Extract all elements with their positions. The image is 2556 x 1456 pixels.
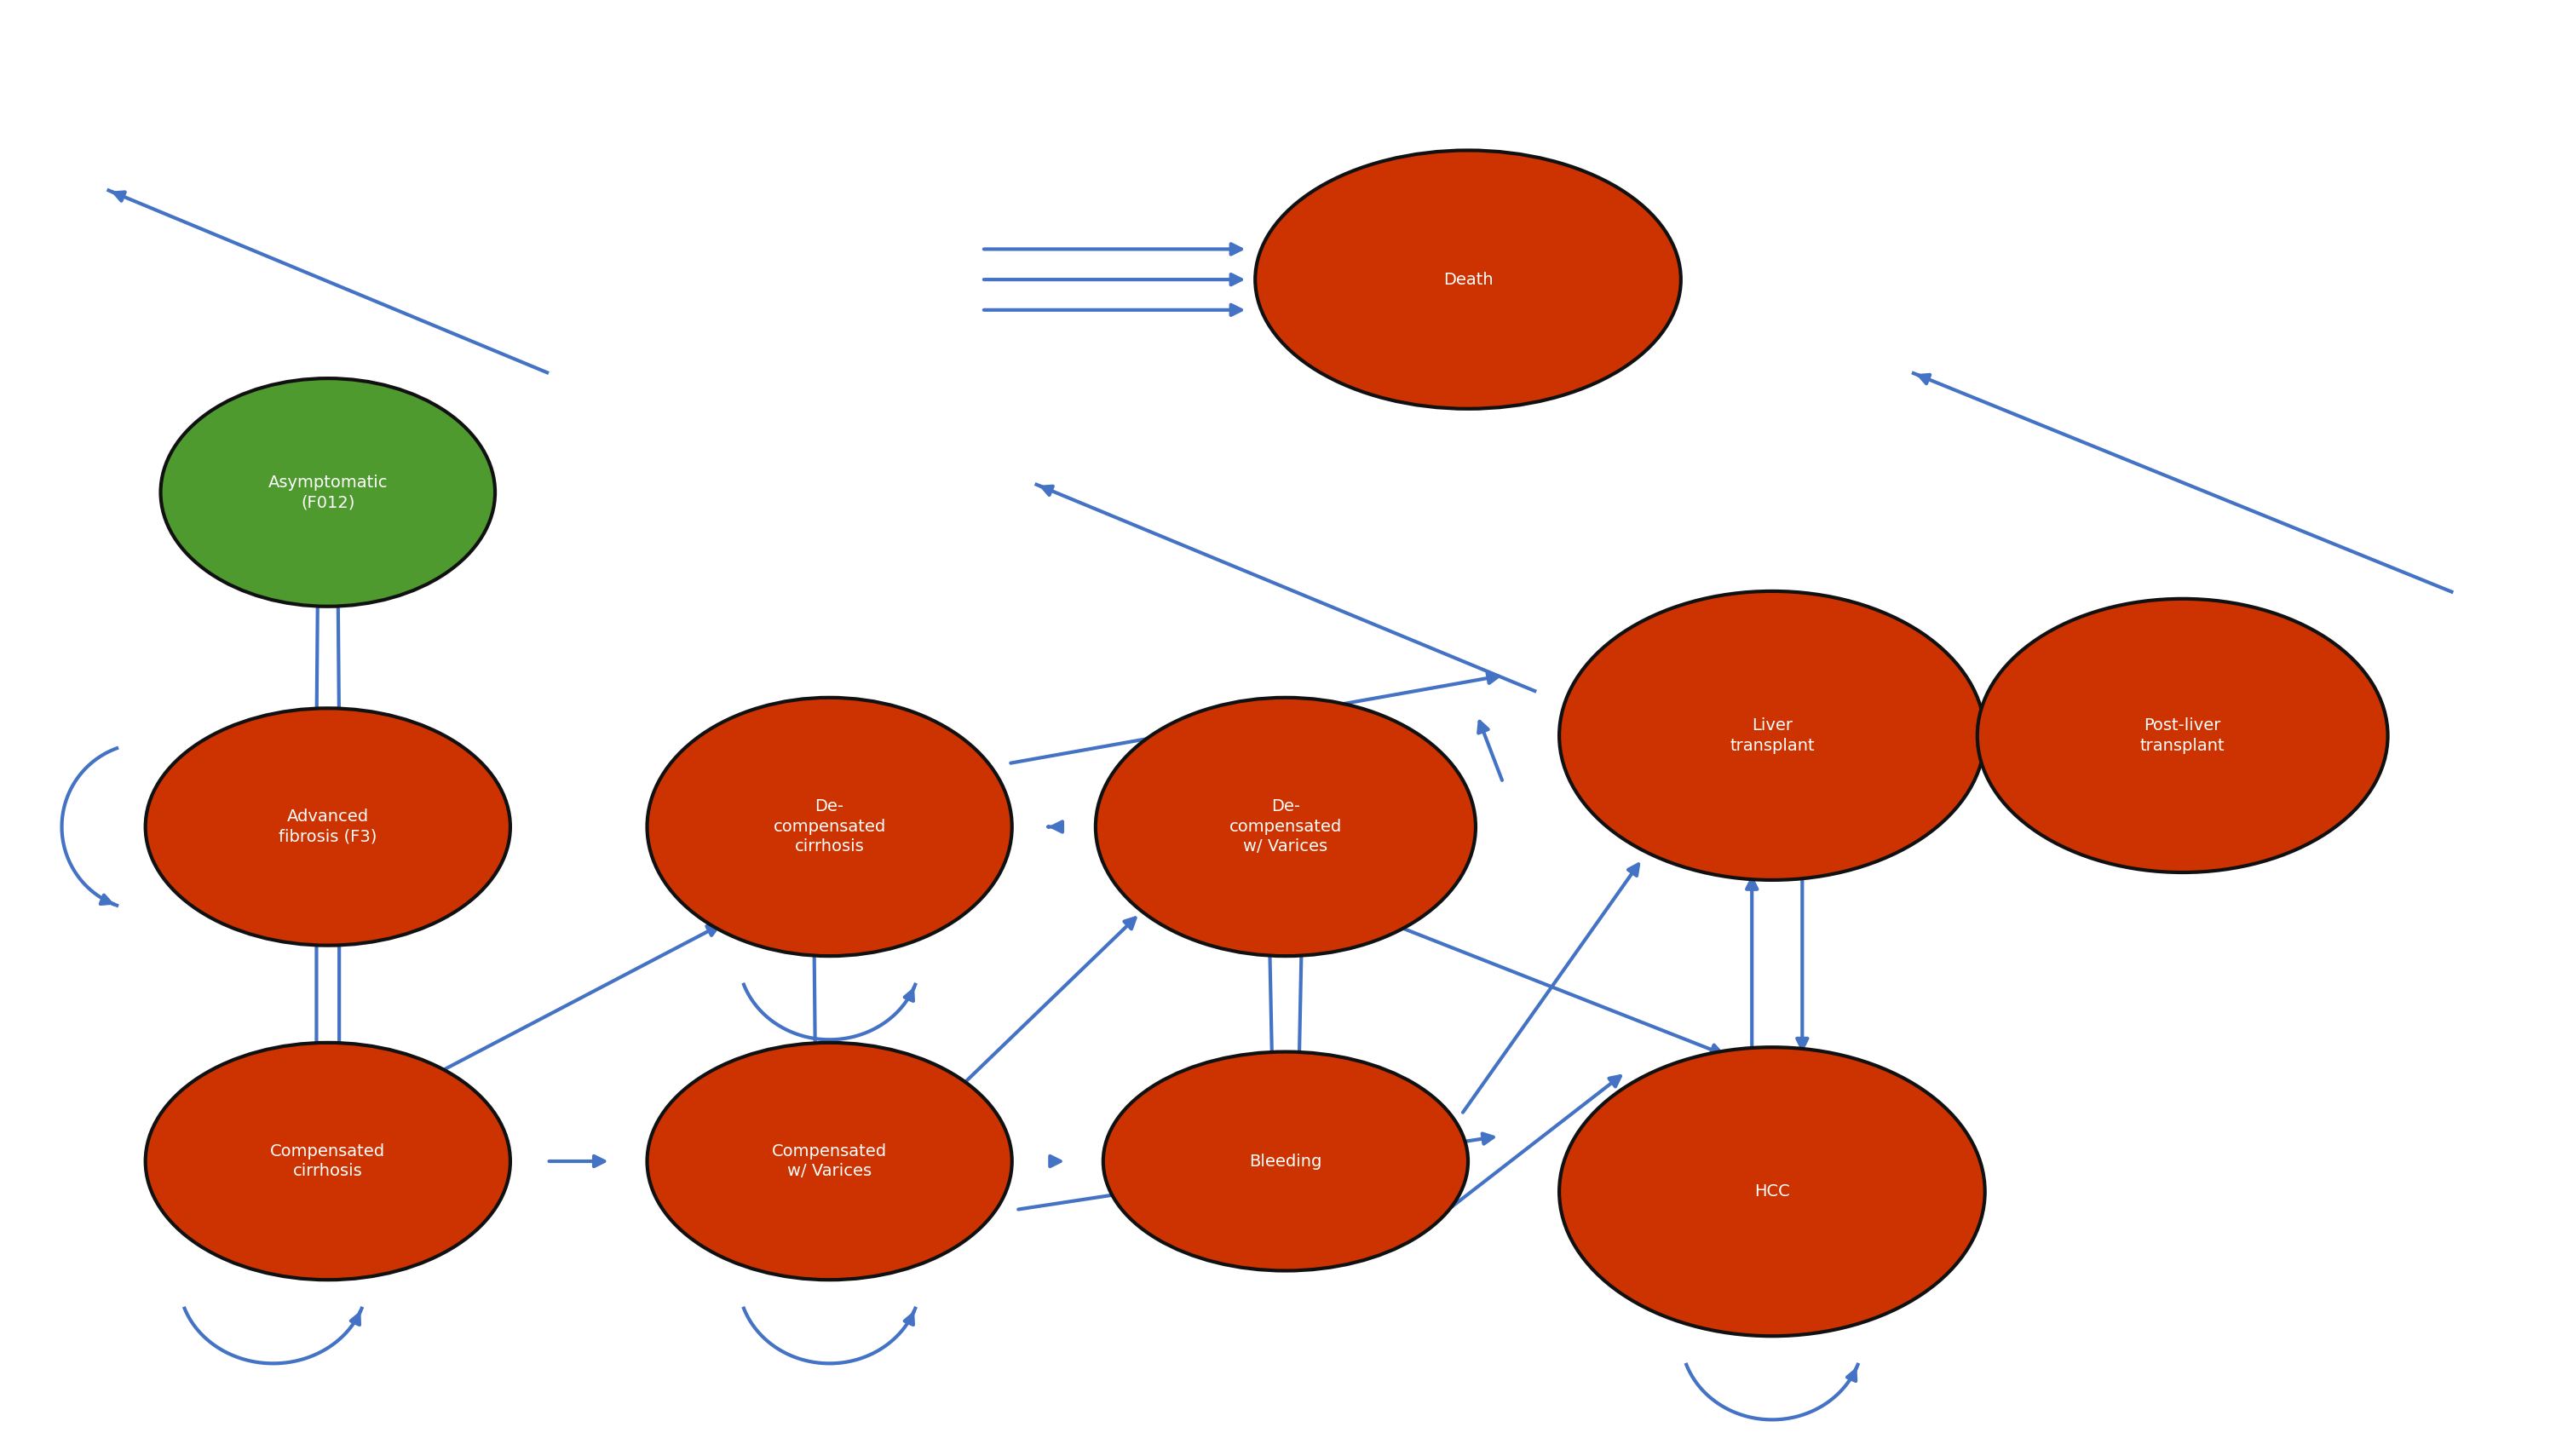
Text: Bleeding: Bleeding: [1250, 1153, 1321, 1169]
Ellipse shape: [1978, 598, 2387, 872]
Text: Advanced
fibrosis (F3): Advanced fibrosis (F3): [279, 808, 376, 844]
Text: De-
compensated
w/ Varices: De- compensated w/ Varices: [1229, 799, 1342, 855]
Ellipse shape: [647, 1042, 1012, 1280]
Ellipse shape: [1559, 1047, 1986, 1337]
Ellipse shape: [1097, 697, 1475, 957]
Ellipse shape: [1255, 150, 1682, 409]
Text: Post-liver
transplant: Post-liver transplant: [2139, 718, 2224, 754]
Text: De-
compensated
cirrhosis: De- compensated cirrhosis: [772, 799, 887, 855]
Ellipse shape: [161, 379, 496, 606]
Ellipse shape: [146, 708, 511, 945]
Text: Liver
transplant: Liver transplant: [1730, 718, 1815, 754]
Text: Compensated
w/ Varices: Compensated w/ Varices: [772, 1143, 887, 1179]
Text: Compensated
cirrhosis: Compensated cirrhosis: [271, 1143, 386, 1179]
Text: Asymptomatic
(F012): Asymptomatic (F012): [268, 475, 389, 511]
Ellipse shape: [1104, 1051, 1467, 1271]
Ellipse shape: [1559, 591, 1986, 879]
Text: Death: Death: [1444, 271, 1493, 288]
Ellipse shape: [647, 697, 1012, 957]
Ellipse shape: [146, 1042, 511, 1280]
Text: HCC: HCC: [1753, 1184, 1789, 1200]
